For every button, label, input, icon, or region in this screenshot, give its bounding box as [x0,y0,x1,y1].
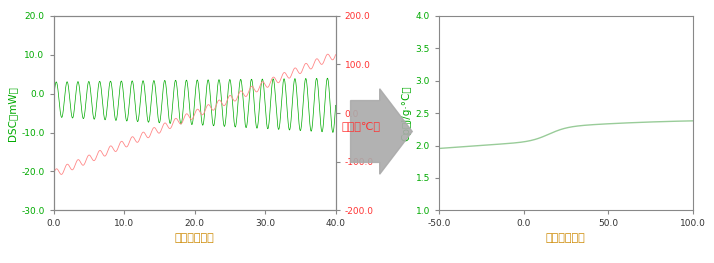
Y-axis label: DSC（mW）: DSC（mW） [7,86,17,140]
X-axis label: 时间（分钟）: 时间（分钟） [546,232,585,242]
FancyArrow shape [351,89,412,174]
Text: 温度（℃）: 温度（℃） [341,121,381,131]
X-axis label: 时间（分钟）: 时间（分钟） [175,232,214,242]
Y-axis label: Cp（J/g·°C）: Cp（J/g·°C） [401,85,411,141]
